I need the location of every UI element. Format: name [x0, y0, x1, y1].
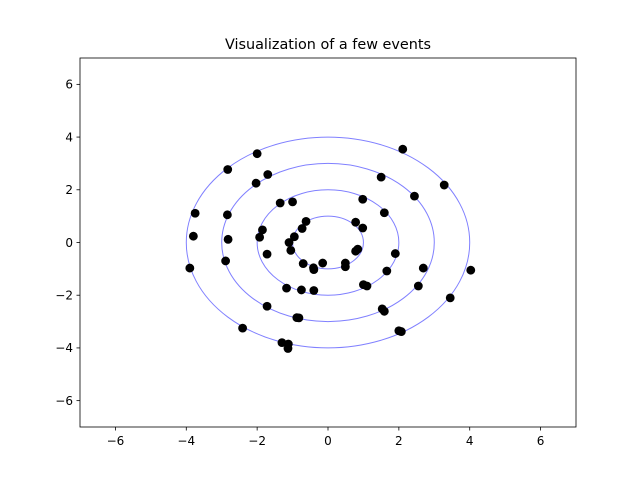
y-tick-label: 6: [65, 78, 73, 92]
x-tick-label: −6: [107, 434, 125, 448]
data-point: [283, 344, 293, 353]
y-axis-ticks: −6 −4 −2 0 2 4 6: [55, 78, 80, 408]
data-point: [223, 165, 233, 174]
data-point: [289, 232, 299, 242]
data-point: [390, 249, 400, 258]
data-point: [222, 210, 232, 220]
data-point: [445, 293, 455, 303]
data-point: [318, 258, 328, 268]
data-point: [418, 263, 428, 273]
x-tick-label: 2: [395, 434, 403, 448]
data-point: [190, 208, 200, 218]
x-tick-label: 6: [537, 434, 545, 448]
x-tick-label: 4: [466, 434, 474, 448]
data-point: [286, 246, 296, 255]
data-point: [297, 285, 306, 295]
data-point: [309, 265, 319, 275]
data-point: [309, 286, 319, 295]
data-point: [398, 144, 408, 154]
circle-radius-4: [185, 136, 471, 349]
data-point: [284, 238, 294, 247]
data-point: [251, 178, 261, 188]
y-tick-label: −2: [55, 289, 73, 303]
data-point: [351, 217, 361, 227]
data-point: [358, 223, 368, 233]
x-tick-label: 0: [324, 434, 332, 448]
y-tick-label: −6: [55, 394, 73, 408]
event-points: [185, 144, 476, 353]
data-point: [301, 217, 311, 226]
data-point: [439, 180, 449, 190]
concentric-circles: [185, 136, 471, 349]
data-point: [185, 263, 195, 273]
data-point: [379, 208, 389, 218]
y-tick-label: 2: [65, 183, 73, 197]
data-point: [223, 234, 233, 244]
data-point: [258, 225, 267, 235]
data-point: [340, 262, 350, 272]
y-tick-label: 4: [65, 130, 73, 144]
x-axis-ticks: −6 −4 −2 0 2 4 6: [107, 427, 545, 448]
data-point: [238, 323, 248, 333]
data-point: [297, 224, 307, 233]
data-point: [396, 327, 406, 336]
data-point: [275, 198, 285, 208]
data-point: [379, 306, 389, 316]
data-point: [263, 170, 273, 179]
data-point: [282, 283, 291, 293]
data-point: [359, 280, 368, 290]
y-tick-label: 0: [65, 236, 73, 250]
x-tick-label: −2: [248, 434, 266, 448]
data-point: [376, 172, 386, 182]
data-point: [262, 301, 272, 311]
data-point: [413, 281, 423, 291]
data-point: [288, 197, 297, 207]
data-point: [382, 266, 392, 276]
data-point: [252, 149, 262, 159]
data-point: [294, 313, 304, 323]
circle-radius-3: [221, 162, 435, 323]
data-point: [255, 232, 265, 242]
data-point: [298, 259, 308, 268]
data-point: [466, 265, 476, 275]
data-point: [221, 256, 231, 266]
data-point: [353, 244, 363, 254]
plot-frame: [79, 57, 577, 428]
data-point: [188, 231, 198, 241]
x-tick-label: −4: [177, 434, 195, 448]
data-point: [358, 194, 368, 204]
circle-radius-2: [256, 189, 400, 296]
chart-title: Visualization of a few events: [225, 37, 431, 53]
data-point: [410, 191, 419, 201]
y-tick-label: −4: [55, 341, 73, 355]
data-point: [262, 249, 272, 259]
